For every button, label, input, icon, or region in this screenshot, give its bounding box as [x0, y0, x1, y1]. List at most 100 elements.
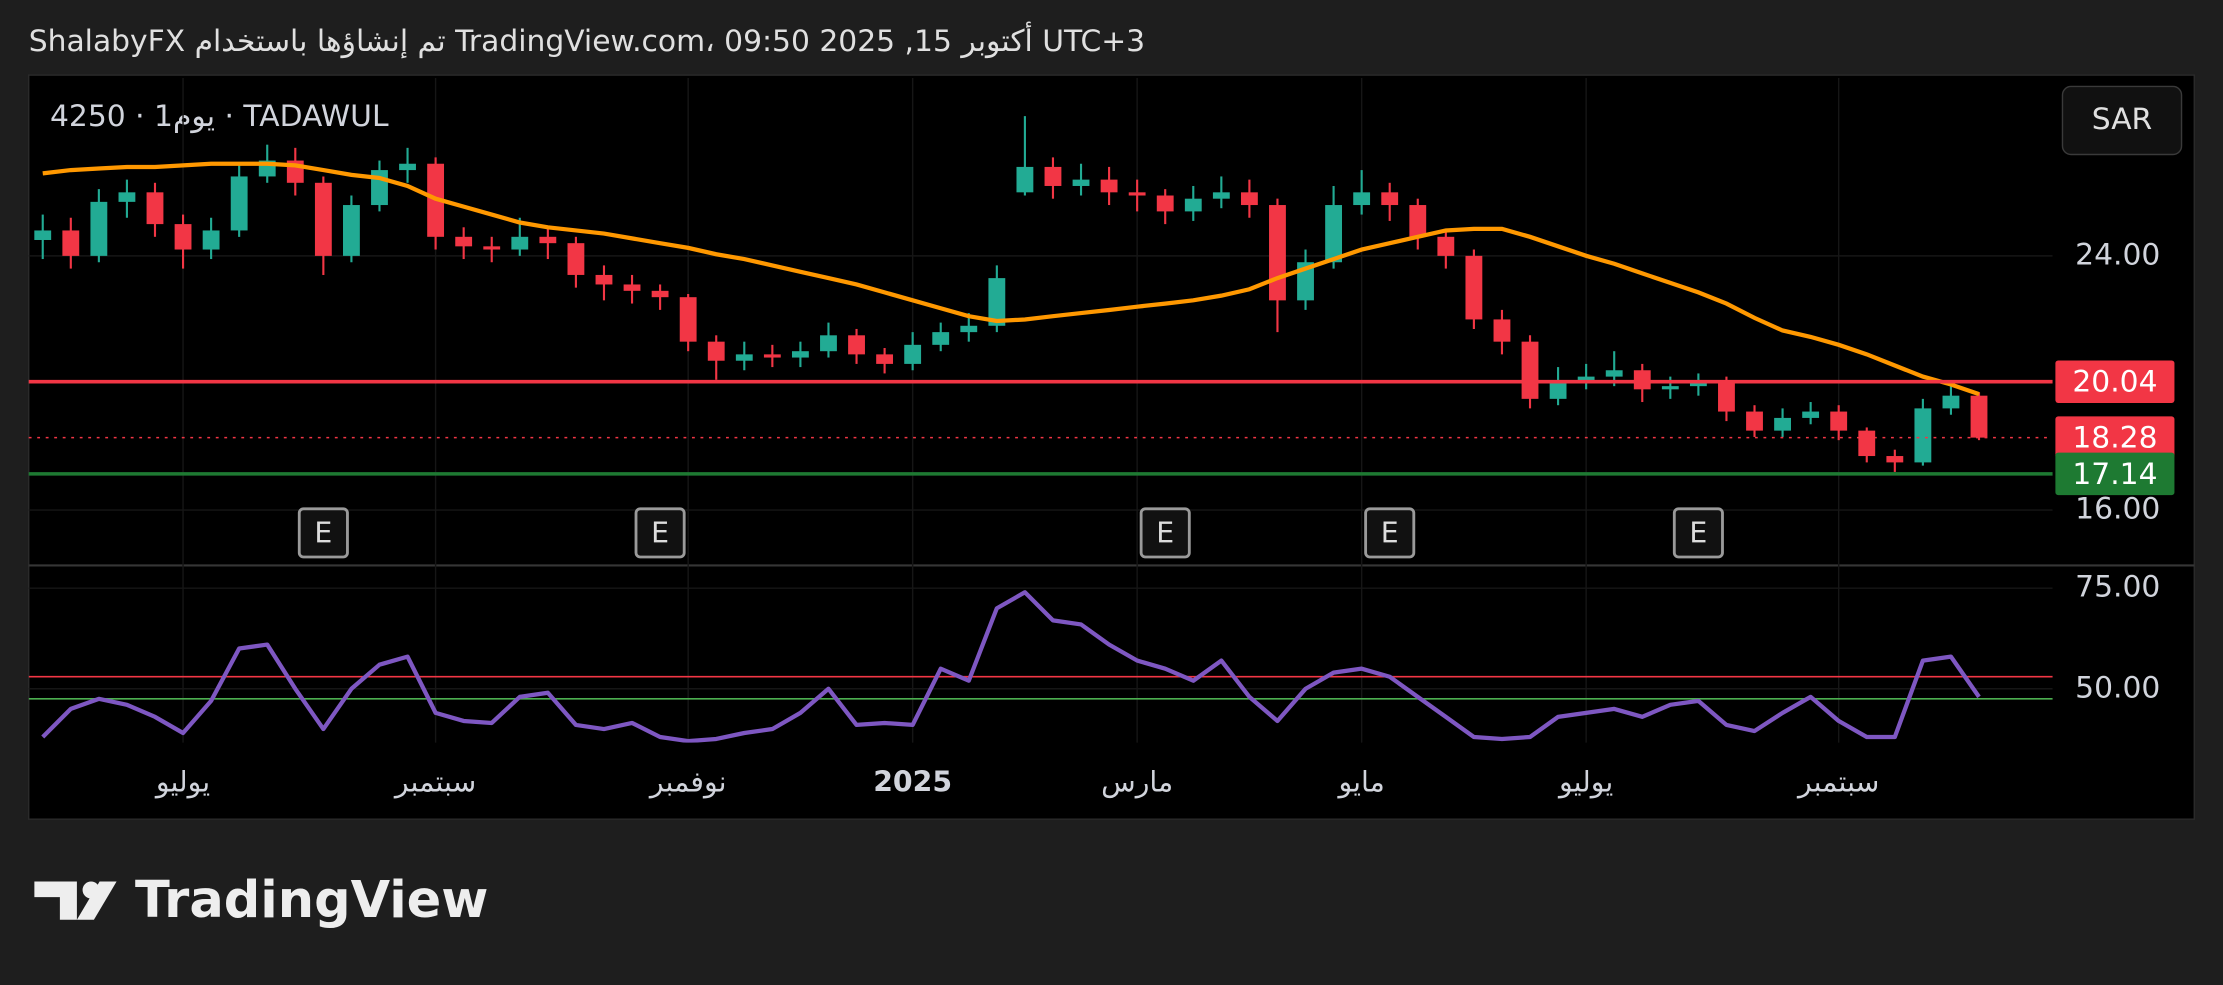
- candle-body: [876, 354, 894, 364]
- candle-body: [343, 205, 360, 256]
- candle-body: [539, 236, 557, 244]
- candle-body: [399, 163, 416, 171]
- candle-body: [1886, 456, 1904, 463]
- candle-body: [1381, 192, 1399, 206]
- x-tick-label: نوفمبر: [648, 766, 727, 799]
- price-tag-label: 18.28: [2072, 421, 2157, 456]
- candle-body: [763, 354, 781, 358]
- candle-body: [90, 201, 108, 256]
- candle-body: [960, 325, 978, 333]
- x-tick-label: سبتمبر: [1796, 766, 1879, 799]
- candle-body: [483, 246, 501, 250]
- price-tag: [2055, 360, 2175, 403]
- logo-text: TradingView: [135, 871, 488, 930]
- candle-body: [707, 341, 725, 361]
- candle-body: [567, 243, 585, 275]
- x-tick-label: مايو: [1336, 766, 1384, 799]
- earnings-marker: [1139, 507, 1191, 559]
- candle-body: [595, 274, 613, 285]
- candle-body: [932, 332, 950, 345]
- y-tick-label: 16.00: [2075, 492, 2160, 527]
- candle-body: [623, 284, 641, 291]
- currency[interactable]: SAR: [2092, 102, 2152, 137]
- candle-body: [1914, 408, 1932, 463]
- currency-button[interactable]: [2061, 85, 2183, 156]
- candle-body: [1493, 319, 1511, 342]
- candle-body: [1661, 386, 1679, 390]
- candle-body: [1100, 179, 1118, 193]
- earnings-marker: [1672, 507, 1724, 559]
- candle-body: [1521, 341, 1539, 399]
- candle-body: [118, 192, 136, 202]
- candle-body: [904, 344, 922, 364]
- candle-body: [1942, 395, 1960, 409]
- candle-body: [848, 335, 865, 355]
- candle-body: [988, 278, 1006, 326]
- candle-body: [791, 351, 809, 358]
- x-tick-label: يوليو: [1557, 766, 1613, 799]
- candle-body: [62, 230, 80, 256]
- candle-body: [1577, 376, 1595, 383]
- candle-body: [1269, 205, 1286, 301]
- candle-body: [1689, 382, 1707, 387]
- earnings-label: E: [1156, 516, 1174, 549]
- candle-body: [1605, 370, 1623, 377]
- price-tag-label: 17.14: [2072, 457, 2157, 492]
- candle-body: [1016, 166, 1034, 193]
- candle-body: [735, 354, 753, 361]
- y-tick-label: 24.00: [2075, 237, 2160, 272]
- price-tag: [2055, 416, 2175, 459]
- candle-body: [1718, 382, 1735, 412]
- candle-body: [1465, 255, 1483, 320]
- y-tick-label: 50.00: [2075, 670, 2160, 705]
- earnings-label: E: [1381, 516, 1399, 549]
- candle-body: [1184, 198, 1202, 212]
- price-tag-label: 20.04: [2072, 365, 2157, 400]
- candle-body: [1774, 417, 1791, 431]
- candle-body: [1212, 192, 1230, 199]
- chart-pane: [28, 74, 2195, 820]
- candle-body: [230, 176, 248, 231]
- candle-body: [679, 297, 697, 342]
- earnings-marker: [297, 507, 349, 559]
- candle-body: [34, 230, 52, 240]
- chart-title: 4250 · يوم1 · TADAWUL: [50, 99, 389, 134]
- candle-body: [1633, 370, 1651, 390]
- candle-body: [314, 182, 332, 256]
- candle-body: [1240, 192, 1258, 206]
- candle-body: [1044, 166, 1062, 186]
- candle-body: [1156, 195, 1174, 212]
- earnings-label: E: [314, 516, 332, 549]
- candle-body: [1128, 192, 1146, 196]
- candle-body: [1353, 192, 1371, 206]
- x-tick-label: 2025: [873, 766, 952, 799]
- candle-body: [1437, 236, 1455, 256]
- logo: TradingView: [34, 871, 488, 930]
- candle-body: [651, 290, 669, 298]
- price-tag: [2055, 452, 2175, 496]
- candle-body: [511, 236, 529, 250]
- candle-body: [174, 224, 192, 250]
- logo-icon: [76, 881, 117, 920]
- candle-body: [1746, 411, 1763, 431]
- indicator-line: [41, 590, 1981, 743]
- earnings-label: E: [1689, 516, 1707, 549]
- candle-body: [1830, 411, 1848, 431]
- logo-icon: [34, 881, 77, 920]
- header: ShalabyFX تم إنشاؤها باستخدام TradingVie…: [29, 20, 1145, 59]
- candle-body: [1072, 179, 1090, 186]
- earnings-marker: [1364, 507, 1416, 559]
- candle-body: [455, 236, 473, 247]
- earnings-marker: [634, 507, 686, 559]
- x-tick-label: سبتمبر: [393, 766, 476, 799]
- moving-average: [42, 161, 1980, 397]
- candle-body: [1549, 382, 1567, 399]
- candle-body: [1409, 205, 1427, 237]
- plot: يوليو سبتمبر نوفمبر 2025 مارس مايو يوليو سبتمبر…: [28, 77, 2175, 799]
- earnings-label: E: [651, 516, 669, 549]
- candle-body: [1970, 395, 1988, 438]
- candle-body: [1858, 430, 1876, 457]
- candle-body: [202, 230, 220, 250]
